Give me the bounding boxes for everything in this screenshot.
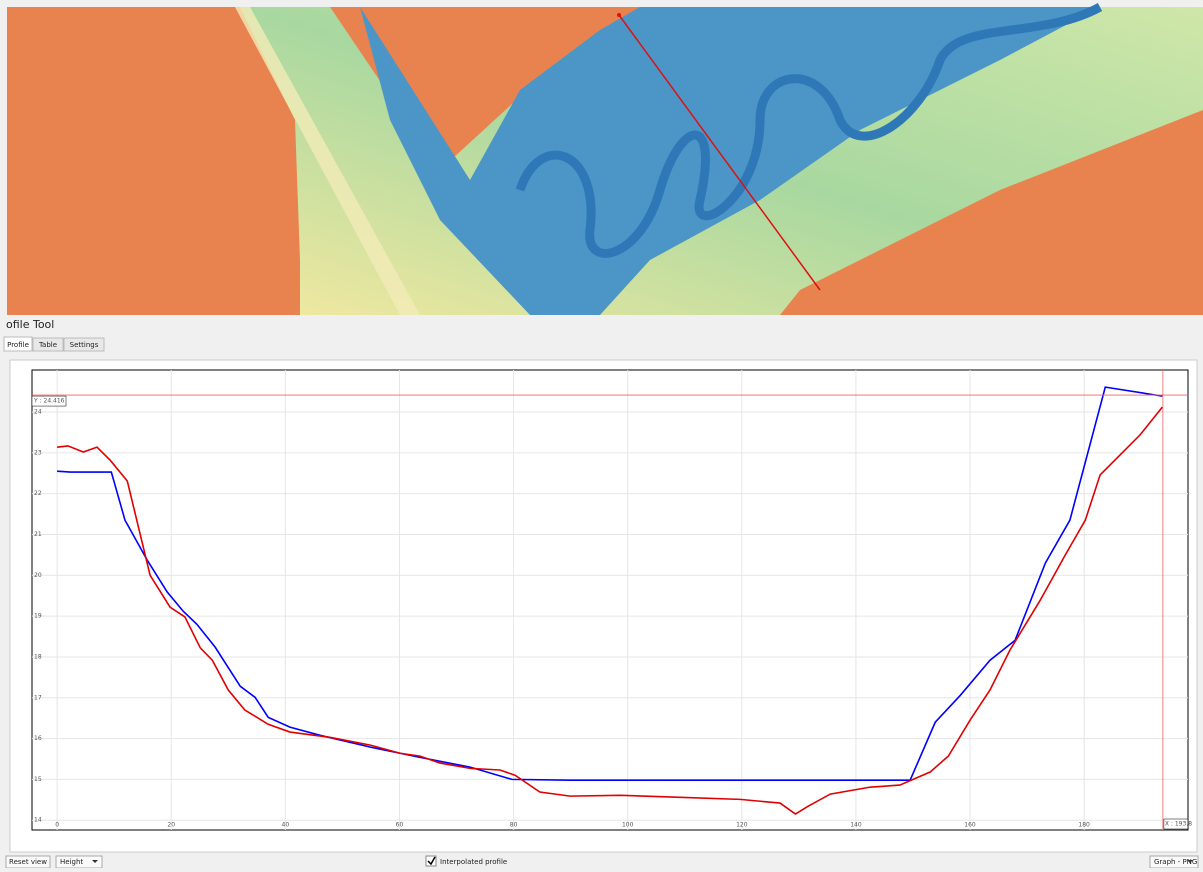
x-tick-label: 120 [736, 822, 748, 829]
x-tick-label: 0 [55, 822, 59, 829]
tab-label[interactable]: Profile [7, 341, 29, 349]
y-tick-label: 22 [34, 490, 42, 497]
y-tick-label: 14 [34, 817, 42, 824]
x-tick-label: 80 [510, 822, 518, 829]
plot-area [32, 370, 1188, 830]
tab-label[interactable]: Table [38, 341, 57, 349]
plot: 14 15 16 17 18 19 20 21 22 23 24 0 20 40 60 80 100 120 140… [32, 370, 1192, 830]
bottom-bar: Reset view Height Interpolated profile G… [6, 856, 1198, 868]
x-tick-label: 140 [850, 822, 862, 829]
crosshair-y-label: Y : 24.416 [33, 398, 65, 405]
x-tick-label: 100 [622, 822, 634, 829]
y-tick-label: 21 [34, 531, 42, 538]
x-tick-label: 40 [282, 822, 290, 829]
window-title: ofile Tool [6, 318, 54, 331]
page: ofile Tool Profile Table Settings 14 15 16… [0, 0, 1203, 868]
y-tick-label: 15 [34, 776, 42, 783]
y-tick-label: 23 [34, 449, 42, 456]
y-tick-label: 20 [34, 572, 42, 579]
dropdown-label[interactable]: Height [60, 858, 83, 866]
x-tick-label: 180 [1078, 822, 1090, 829]
x-tick-label: 160 [964, 822, 976, 829]
crosshair-x-label: X : 193.8 [1165, 821, 1192, 828]
x-tick-label: 60 [396, 822, 404, 829]
x-tick-label: 20 [167, 822, 175, 829]
y-tick-label: 24 [34, 409, 42, 416]
profile-tool-window: ofile Tool Profile Table Settings 14 15 16… [0, 0, 1203, 868]
y-tick-label: 17 [34, 694, 42, 701]
y-tick-label: 19 [34, 613, 42, 620]
y-tick-label: 18 [34, 653, 42, 660]
tab-label[interactable]: Settings [70, 341, 99, 349]
button-label[interactable]: Reset view [9, 858, 47, 866]
checkbox-label[interactable]: Interpolated profile [440, 858, 507, 866]
y-tick-label: 16 [34, 735, 42, 742]
map-canvas [7, 7, 1203, 315]
tab-bar: Profile Table Settings [4, 337, 104, 351]
